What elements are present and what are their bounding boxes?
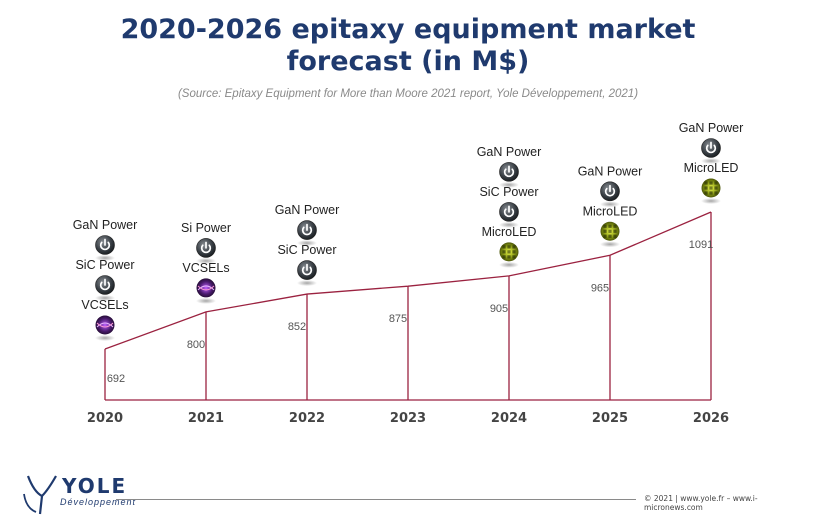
microled-icon-pixel xyxy=(502,245,506,249)
logo-mark-icon xyxy=(23,475,57,515)
microled-icon-pixel xyxy=(603,229,607,233)
annotation-label-2024-2: MicroLED xyxy=(482,225,537,239)
logo-subtitle: Développement xyxy=(60,497,137,507)
microled-icon-pixel xyxy=(507,255,511,259)
power-icon-symbol xyxy=(301,226,313,236)
power-icon-shadow xyxy=(600,201,620,208)
vcsel-icon-shadow xyxy=(196,297,216,304)
annotation-label-2020-2: VCSELs xyxy=(81,298,128,312)
microled-icon-pixel xyxy=(502,250,506,254)
title-line-1: 2020-2026 epitaxy equipment market xyxy=(120,14,696,45)
footer-divider xyxy=(116,499,636,500)
annotation-label-2026-0: GaN Power xyxy=(679,121,744,135)
source-note: (Source: Epitaxy Equipment for More than… xyxy=(177,88,639,100)
power-icon-symbol xyxy=(705,144,717,154)
microled-icon-pixel xyxy=(502,255,506,259)
power-icon-shadow xyxy=(297,280,317,287)
microled-icon-pixel xyxy=(714,186,718,190)
power-icon-symbol xyxy=(99,281,111,291)
power-icon-shadow xyxy=(499,181,519,188)
x-tick-2020: 2020 xyxy=(87,411,123,426)
microled-icon-pixel xyxy=(709,186,713,190)
vcsel-icon-beam-2 xyxy=(197,285,215,291)
vcsel-icon-beam-1 xyxy=(197,285,215,291)
title-line-2: forecast (in M$) xyxy=(286,46,530,77)
power-icon-shadow xyxy=(196,257,216,264)
microled-icon-shadow xyxy=(499,261,519,268)
x-tick-2024: 2024 xyxy=(491,411,527,426)
microled-icon-pixel xyxy=(613,224,617,228)
power-icon-shadow xyxy=(701,158,721,164)
microled-icon-pixel xyxy=(512,245,516,249)
microled-icon-shadow xyxy=(600,241,620,248)
vcsel-icon xyxy=(95,315,115,335)
page-title: 2020-2026 epitaxy equipment market forec… xyxy=(0,14,816,78)
x-tick-2022: 2022 xyxy=(289,411,325,426)
annotation-label-2021-1: VCSELs xyxy=(182,261,229,275)
microled-icon-pixel xyxy=(608,224,612,228)
microled-icon-pixel xyxy=(613,234,617,238)
annotation-label-2022-1: SiC Power xyxy=(277,243,336,257)
microled-icon-pixel xyxy=(709,181,713,185)
microled-icon-pixel xyxy=(512,250,516,254)
vcsel-icon xyxy=(196,278,216,298)
annotation-label-2020-0: GaN Power xyxy=(73,218,138,232)
power-icon-symbol xyxy=(503,168,515,178)
microled-icon-pixel xyxy=(704,191,708,195)
x-tick-2026: 2026 xyxy=(693,411,729,426)
annotation-label-2024-0: GaN Power xyxy=(477,145,542,159)
power-icon-symbol xyxy=(200,244,212,254)
power-icon-symbol xyxy=(301,266,313,276)
value-label-2021: 800 xyxy=(187,339,205,351)
x-tick-2021: 2021 xyxy=(188,411,224,426)
power-icon-symbol xyxy=(99,241,111,251)
logo-word: YOLE xyxy=(62,474,128,498)
microled-icon-pixel xyxy=(507,250,511,254)
value-label-2026: 1091 xyxy=(689,239,713,251)
annotation-label-2020-1: SiC Power xyxy=(75,258,134,272)
power-icon-shadow xyxy=(297,240,317,247)
microled-icon-pixel xyxy=(507,245,511,249)
power-icon-symbol xyxy=(604,187,616,197)
microled-icon-pixel xyxy=(704,181,708,185)
value-label-2022: 852 xyxy=(288,321,306,333)
yole-logo: YOLE Développement xyxy=(22,474,135,518)
microled-icon-pixel xyxy=(613,229,617,233)
microled-icon-pixel xyxy=(603,234,607,238)
x-tick-2025: 2025 xyxy=(592,411,628,426)
x-tick-2023: 2023 xyxy=(390,411,426,426)
power-icon-shadow xyxy=(499,221,519,228)
microled-icon-pixel xyxy=(714,181,718,185)
power-icon-shadow xyxy=(95,295,115,301)
annotation-label-2026-1: MicroLED xyxy=(684,161,739,175)
copyright-text: © 2021 | www.yole.fr – www.i-micronews.c… xyxy=(644,494,758,512)
series-line xyxy=(104,211,712,350)
microled-icon-shadow xyxy=(701,198,721,204)
annotation-label-2025-1: MicroLED xyxy=(583,204,638,218)
annotation-label-2022-0: GaN Power xyxy=(275,203,340,217)
value-label-2020: 692 xyxy=(107,373,125,385)
power-icon-shadow xyxy=(95,255,115,261)
annotation-label-2024-1: SiC Power xyxy=(479,185,538,199)
annotation-label-2021-0: Si Power xyxy=(181,221,231,235)
vcsel-icon-beam-2 xyxy=(96,322,114,328)
vcsel-icon-shadow xyxy=(95,335,115,341)
microled-icon-pixel xyxy=(608,234,612,238)
power-icon-symbol xyxy=(503,208,515,218)
microled-icon-pixel xyxy=(603,224,607,228)
vcsel-icon-beam-1 xyxy=(96,322,114,328)
value-label-2025: 965 xyxy=(591,282,609,294)
value-label-2024: 905 xyxy=(490,303,508,315)
value-label-2023: 875 xyxy=(389,313,407,325)
microled-icon-pixel xyxy=(608,229,612,233)
microled-icon-pixel xyxy=(704,186,708,190)
microled-icon-pixel xyxy=(714,191,718,195)
microled-icon-pixel xyxy=(512,255,516,259)
annotation-label-2025-0: GaN Power xyxy=(578,164,643,178)
microled-icon-pixel xyxy=(709,191,713,195)
